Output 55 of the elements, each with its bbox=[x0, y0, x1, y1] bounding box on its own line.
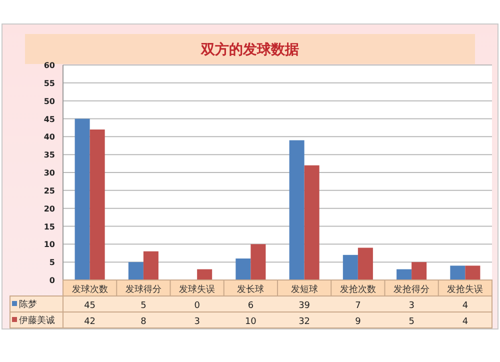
y-tick-label: 55 bbox=[44, 78, 56, 88]
data-label: 45 bbox=[84, 301, 96, 311]
y-tick-label: 0 bbox=[49, 276, 56, 285]
bar bbox=[90, 130, 105, 280]
bar bbox=[289, 140, 304, 280]
data-label: 32 bbox=[298, 317, 310, 327]
data-label: 6 bbox=[248, 301, 254, 311]
bar bbox=[450, 266, 466, 280]
bar bbox=[304, 165, 320, 280]
x-tick-label: 发抢失误 bbox=[447, 284, 484, 294]
data-label: 3 bbox=[408, 301, 414, 311]
x-tick-label: 发抢次数 bbox=[340, 284, 376, 294]
y-tick-label: 60 bbox=[44, 61, 56, 70]
y-tick-label: 5 bbox=[49, 258, 56, 268]
y-tick-label: 45 bbox=[44, 114, 56, 124]
data-label: 42 bbox=[84, 317, 96, 327]
bar bbox=[358, 248, 373, 280]
bar bbox=[236, 258, 251, 280]
bar bbox=[143, 251, 158, 280]
y-tick-label: 20 bbox=[44, 204, 56, 214]
legend-label: 伊藤美诚 bbox=[19, 315, 55, 325]
data-label: 5 bbox=[408, 317, 414, 327]
x-tick-label: 发球得分 bbox=[125, 284, 162, 294]
y-tick-label: 25 bbox=[44, 186, 56, 196]
x-tick-label: 发球失误 bbox=[179, 284, 216, 294]
bar bbox=[465, 266, 480, 280]
data-label: 8 bbox=[140, 317, 147, 327]
x-tick-label: 发球次数 bbox=[72, 284, 108, 294]
y-tick-label: 40 bbox=[44, 132, 56, 142]
y-tick-label: 10 bbox=[44, 240, 56, 250]
y-tick-label: 50 bbox=[44, 96, 56, 106]
bar bbox=[128, 262, 144, 280]
bar bbox=[342, 254, 358, 280]
data-label: 4 bbox=[462, 317, 468, 327]
data-label: 3 bbox=[194, 317, 200, 327]
chart-title: 双方的发球数据 bbox=[200, 41, 299, 58]
bar bbox=[396, 269, 412, 280]
bar bbox=[412, 262, 427, 280]
x-tick-label: 发短球 bbox=[290, 284, 318, 294]
data-label: 4 bbox=[462, 301, 468, 311]
y-tick-label: 30 bbox=[44, 168, 56, 178]
x-tick-label: 发长球 bbox=[237, 284, 264, 294]
data-label: 7 bbox=[355, 301, 361, 311]
data-label: 10 bbox=[244, 317, 257, 327]
data-label: 5 bbox=[140, 301, 146, 311]
x-tick-label: 发抢得分 bbox=[394, 284, 430, 294]
bar bbox=[250, 244, 266, 280]
bar bbox=[74, 118, 90, 280]
bar bbox=[197, 269, 212, 280]
data-label: 39 bbox=[298, 301, 310, 311]
legend-label: 陈梦 bbox=[19, 299, 37, 309]
data-label: 9 bbox=[355, 317, 362, 327]
y-tick-label: 15 bbox=[44, 222, 56, 232]
y-tick-label: 35 bbox=[44, 150, 56, 160]
data-label: 0 bbox=[194, 301, 200, 311]
